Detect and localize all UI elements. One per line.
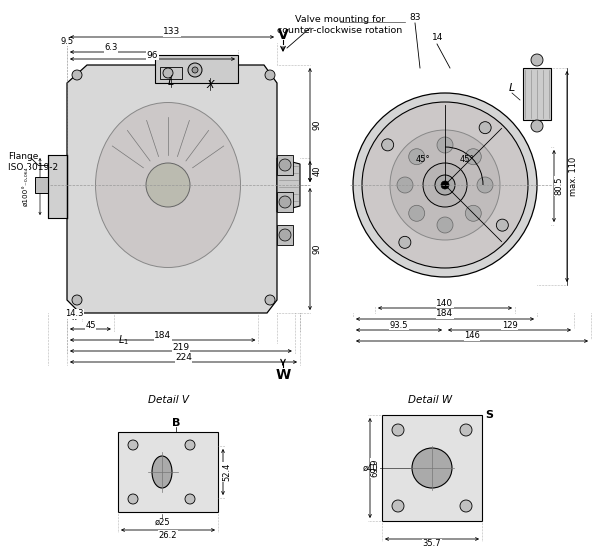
Circle shape — [192, 67, 198, 73]
Text: 184: 184 — [436, 310, 454, 318]
Circle shape — [437, 137, 453, 153]
Text: max. 110: max. 110 — [569, 157, 577, 196]
Text: 14.3: 14.3 — [65, 310, 83, 318]
Bar — [382, 415, 482, 521]
Circle shape — [496, 219, 508, 231]
Text: 80.5: 80.5 — [554, 177, 563, 195]
Text: Valve mounting for
counter-clockwise rotation: Valve mounting for counter-clockwise rot… — [277, 15, 403, 35]
FancyBboxPatch shape — [160, 67, 182, 79]
Circle shape — [128, 440, 138, 450]
Circle shape — [423, 163, 467, 207]
Circle shape — [437, 217, 453, 233]
Text: 146: 146 — [464, 331, 480, 341]
Circle shape — [460, 424, 472, 436]
Bar — [277, 155, 293, 175]
Bar — [277, 192, 293, 212]
Text: L: L — [509, 83, 515, 93]
Text: 40: 40 — [313, 166, 322, 176]
Text: 219: 219 — [172, 342, 190, 352]
Circle shape — [435, 175, 455, 195]
Circle shape — [392, 500, 404, 512]
Text: 133: 133 — [163, 27, 181, 37]
Circle shape — [72, 295, 82, 305]
Circle shape — [185, 494, 195, 504]
Text: 184: 184 — [154, 331, 171, 341]
Text: 69.9: 69.9 — [371, 459, 380, 477]
Circle shape — [409, 149, 425, 165]
Text: 52.4: 52.4 — [223, 463, 232, 481]
Circle shape — [397, 177, 413, 193]
Text: 83: 83 — [409, 14, 421, 22]
Text: 90: 90 — [313, 244, 322, 254]
Circle shape — [465, 205, 481, 221]
Circle shape — [265, 295, 275, 305]
Circle shape — [392, 424, 404, 436]
Text: S: S — [485, 410, 493, 420]
Text: 45°: 45° — [416, 156, 430, 164]
Polygon shape — [277, 158, 300, 212]
Bar — [35, 177, 48, 193]
Text: 45: 45 — [85, 321, 95, 329]
Text: 129: 129 — [502, 321, 517, 329]
Text: ø25: ø25 — [154, 518, 170, 527]
Circle shape — [72, 70, 82, 80]
Circle shape — [362, 102, 528, 268]
Text: X: X — [206, 80, 214, 90]
Circle shape — [185, 440, 195, 450]
Text: W: W — [275, 368, 290, 382]
Text: 93.5: 93.5 — [390, 321, 408, 329]
Circle shape — [477, 177, 493, 193]
Text: 9.5: 9.5 — [61, 37, 74, 45]
Circle shape — [460, 500, 472, 512]
Circle shape — [399, 236, 411, 248]
Text: 26.2: 26.2 — [159, 531, 177, 539]
Circle shape — [441, 181, 449, 189]
Circle shape — [265, 70, 275, 80]
Bar — [118, 432, 218, 512]
Circle shape — [382, 139, 394, 151]
Polygon shape — [67, 65, 277, 313]
Circle shape — [531, 120, 543, 132]
Text: $L_1$: $L_1$ — [118, 333, 129, 347]
Circle shape — [353, 93, 537, 277]
Circle shape — [479, 122, 491, 134]
Bar — [48, 155, 67, 218]
Ellipse shape — [152, 456, 172, 488]
Circle shape — [531, 54, 543, 66]
Bar — [277, 225, 293, 245]
Text: 224: 224 — [175, 353, 192, 363]
Bar — [523, 68, 551, 120]
Circle shape — [412, 448, 452, 488]
Circle shape — [146, 163, 190, 207]
Text: 90: 90 — [313, 120, 322, 130]
Circle shape — [128, 494, 138, 504]
Circle shape — [390, 130, 500, 240]
Circle shape — [279, 159, 291, 171]
Text: B: B — [172, 418, 180, 428]
Text: 45°: 45° — [460, 156, 475, 164]
Text: Flange
ISO 3019-2: Flange ISO 3019-2 — [8, 152, 58, 172]
Text: Detail V: Detail V — [148, 395, 188, 405]
Ellipse shape — [95, 103, 241, 268]
Text: L: L — [168, 77, 174, 87]
Text: ø40: ø40 — [362, 464, 378, 472]
FancyBboxPatch shape — [155, 55, 238, 83]
Text: ø100°₋₀.₀₆₄: ø100°₋₀.₀₆₄ — [23, 166, 29, 206]
Circle shape — [465, 149, 481, 165]
Text: 14: 14 — [433, 33, 443, 43]
Circle shape — [188, 63, 202, 77]
Circle shape — [409, 205, 425, 221]
Circle shape — [163, 68, 173, 78]
Text: V: V — [278, 28, 289, 42]
Text: 35.7: 35.7 — [422, 539, 442, 546]
Text: 6.3: 6.3 — [104, 44, 118, 52]
Text: 96: 96 — [147, 50, 158, 60]
Text: Detail W: Detail W — [408, 395, 452, 405]
Circle shape — [279, 196, 291, 208]
Circle shape — [279, 229, 291, 241]
Text: 140: 140 — [436, 299, 454, 307]
